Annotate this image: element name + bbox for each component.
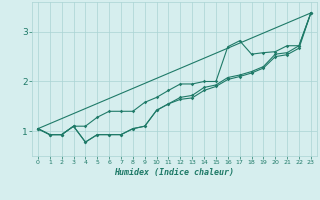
- X-axis label: Humidex (Indice chaleur): Humidex (Indice chaleur): [115, 168, 234, 177]
